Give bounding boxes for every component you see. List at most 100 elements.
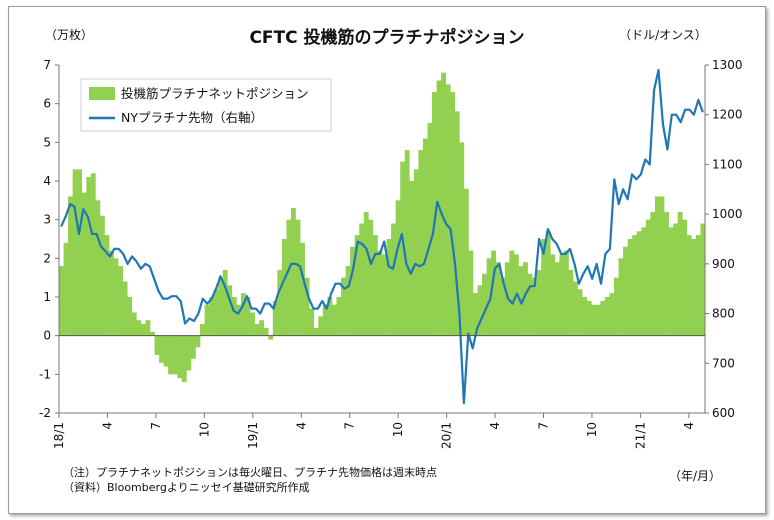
position-bar (559, 254, 565, 336)
plot-area (59, 68, 706, 405)
position-bar (104, 235, 110, 336)
position-bar (627, 239, 633, 336)
position-bar (327, 297, 333, 336)
position-bar (140, 324, 146, 336)
position-bar (304, 277, 310, 336)
position-bar (99, 215, 105, 336)
position-bar (391, 223, 396, 336)
position-bar (345, 266, 351, 336)
position-bar (154, 335, 160, 355)
position-bar (486, 258, 492, 336)
position-bar (291, 208, 296, 336)
left-tick-label: -1 (39, 367, 51, 381)
position-bar (172, 335, 178, 375)
position-bar (532, 277, 537, 336)
position-bar (586, 300, 592, 336)
right-tick-label: 1200 (712, 108, 743, 122)
position-bar (68, 196, 73, 336)
position-bar (459, 142, 465, 336)
position-bar (145, 320, 151, 336)
position-bar (277, 269, 283, 336)
x-tick-label: 18/1 (52, 422, 66, 449)
position-bar (200, 324, 205, 336)
position-bar (686, 235, 692, 336)
position-bar (95, 200, 101, 336)
position-bar (263, 327, 269, 336)
position-bar (641, 227, 647, 336)
position-bar (463, 188, 469, 336)
position-bar (500, 277, 506, 336)
x-tick-label: 7 (537, 422, 551, 430)
position-bar (418, 150, 424, 336)
left-tick-label: 0 (43, 329, 51, 343)
left-tick-label: 1 (43, 290, 51, 304)
position-bar (695, 235, 701, 336)
position-bar (190, 335, 196, 359)
position-bar (595, 304, 601, 336)
position-bar (354, 235, 360, 336)
position-bar (222, 269, 228, 336)
source-text: （資料）Bloombergよりニッセイ基礎研究所作成 (63, 480, 310, 494)
axes: -2 -1 0 1 2 3 4 5 6 7 600 700 800 900 1000 1100 1200 1300… (39, 58, 743, 449)
right-tick-label: 800 (712, 307, 735, 321)
position-bar (568, 269, 574, 336)
position-bar (477, 285, 483, 336)
x-tick-label: 19/1 (246, 422, 260, 449)
right-tick-label: 1100 (712, 157, 743, 171)
position-bar (454, 111, 460, 336)
position-bar (468, 250, 474, 336)
position-bar (482, 273, 487, 336)
position-bar (409, 181, 415, 336)
position-bar (250, 312, 255, 336)
position-bar (136, 320, 142, 336)
position-bar (554, 262, 560, 336)
left-tick-label: -2 (39, 406, 51, 420)
position-bar (113, 258, 119, 336)
position-bar (286, 219, 292, 336)
position-bar (341, 277, 346, 336)
position-bar (149, 331, 155, 336)
position-bar (591, 304, 597, 336)
position-bar (77, 169, 83, 336)
position-bar (659, 196, 665, 336)
position-bar (509, 250, 515, 336)
chart-frame: CFTC 投機筋のプラチナポジション （万枚） （ドル/オンス） -2 -1 0 1 2… (8, 6, 766, 514)
position-bar (445, 84, 451, 336)
position-bar (177, 335, 183, 379)
legend-line-label: NYプラチナ先物（右軸） (121, 110, 263, 125)
legend-bar-label: 投機筋プラチナネットポジション (121, 86, 309, 101)
position-bar (81, 192, 87, 336)
position-bar (268, 335, 274, 340)
x-tick-label: 10 (391, 422, 405, 437)
position-bar (368, 219, 374, 336)
position-bar (240, 293, 246, 336)
x-tick-label: 20/1 (440, 422, 454, 449)
position-bar (313, 327, 319, 336)
position-bar (236, 304, 242, 336)
position-bar (636, 231, 642, 336)
position-bar (700, 223, 706, 336)
position-bar (645, 219, 651, 336)
position-bar (350, 246, 355, 336)
position-bar (163, 335, 169, 367)
position-bar (523, 262, 528, 336)
position-bar (72, 169, 78, 336)
position-bar (404, 150, 410, 336)
position-bar (322, 304, 328, 336)
position-bar (218, 277, 224, 336)
x-tick-label: 7 (149, 422, 163, 430)
left-tick-label: 7 (43, 58, 51, 72)
position-bar (181, 335, 187, 383)
x-tick-label: 21/1 (633, 422, 647, 449)
right-axis-unit: （ドル/オンス） (619, 28, 707, 42)
position-bar (677, 211, 683, 336)
position-bar (386, 239, 392, 336)
position-bar (668, 227, 674, 336)
position-bar (673, 223, 678, 336)
position-bar (122, 281, 128, 336)
position-bar (336, 297, 342, 336)
x-tick-label: 4 (294, 422, 308, 430)
position-bar (254, 324, 260, 336)
left-tick-label: 4 (43, 174, 51, 188)
position-bar (227, 285, 233, 336)
